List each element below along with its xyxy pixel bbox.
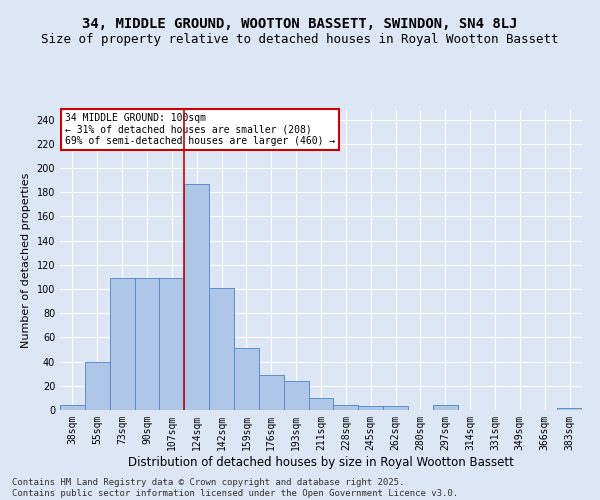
Text: 34 MIDDLE GROUND: 100sqm
← 31% of detached houses are smaller (208)
69% of semi-: 34 MIDDLE GROUND: 100sqm ← 31% of detach…: [65, 113, 335, 146]
Bar: [160, 278, 184, 410]
X-axis label: Distribution of detached houses by size in Royal Wootton Bassett: Distribution of detached houses by size …: [128, 456, 514, 468]
Text: 34, MIDDLE GROUND, WOOTTON BASSETT, SWINDON, SN4 8LJ: 34, MIDDLE GROUND, WOOTTON BASSETT, SWIN…: [82, 18, 518, 32]
Bar: [334, 405, 358, 410]
Text: Contains HM Land Registry data © Crown copyright and database right 2025.
Contai: Contains HM Land Registry data © Crown c…: [12, 478, 458, 498]
Bar: [134, 278, 160, 410]
Bar: [383, 406, 408, 410]
Bar: [433, 405, 458, 410]
Bar: [184, 184, 209, 410]
Bar: [308, 398, 334, 410]
Text: Size of property relative to detached houses in Royal Wootton Bassett: Size of property relative to detached ho…: [41, 32, 559, 46]
Bar: [234, 348, 259, 410]
Bar: [259, 375, 284, 410]
Bar: [85, 362, 110, 410]
Bar: [110, 278, 134, 410]
Bar: [284, 381, 308, 410]
Bar: [358, 406, 383, 410]
Y-axis label: Number of detached properties: Number of detached properties: [21, 172, 31, 348]
Bar: [209, 288, 234, 410]
Bar: [557, 408, 582, 410]
Bar: [60, 405, 85, 410]
